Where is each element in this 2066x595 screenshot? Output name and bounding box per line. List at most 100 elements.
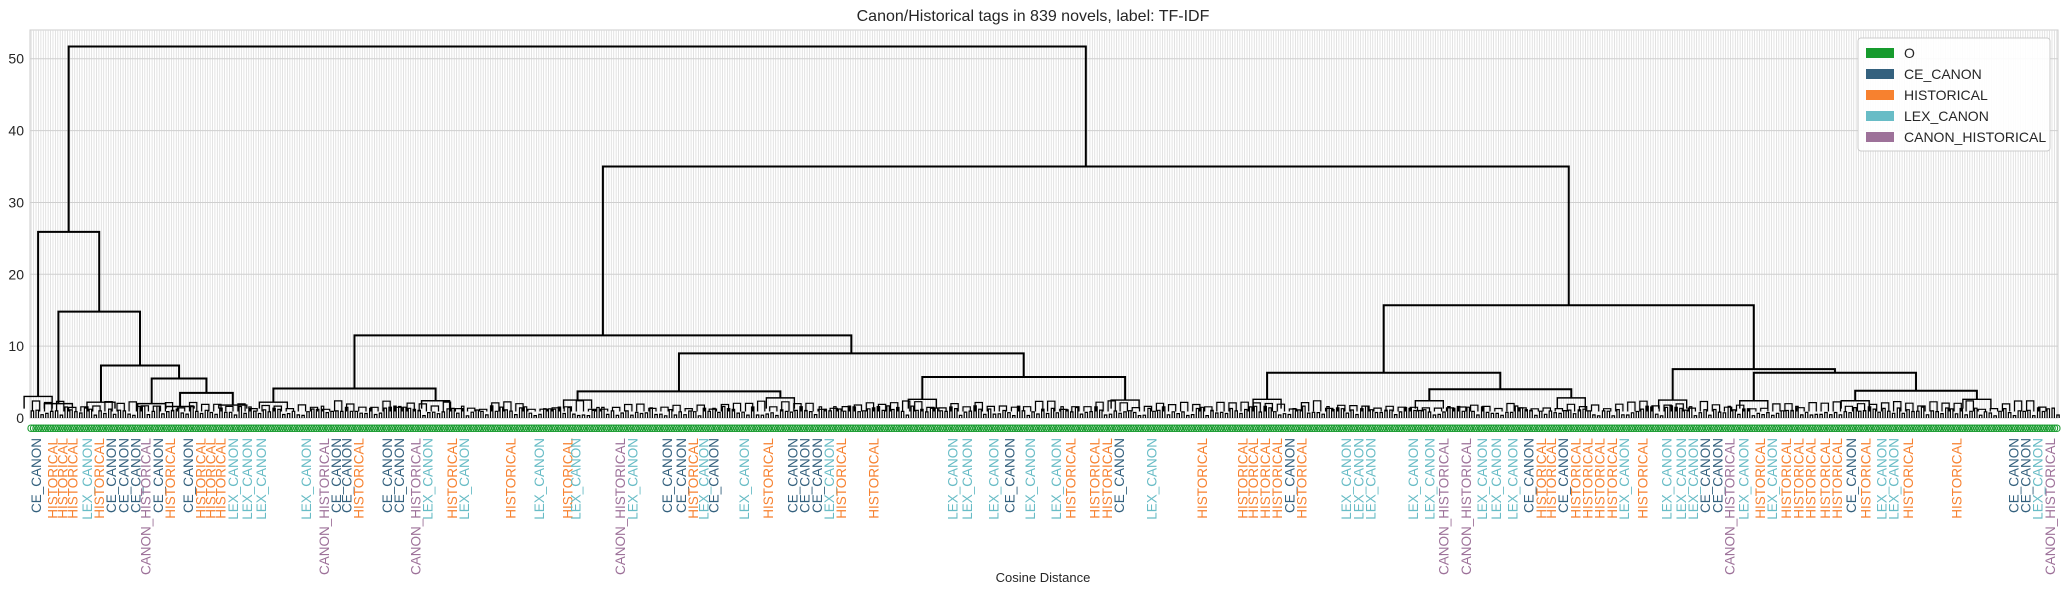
leaf-label: LEX_CANON — [1144, 438, 1159, 520]
leaf-marker-o: O — [750, 423, 759, 435]
leaf-label: HISTORICAL — [560, 438, 575, 519]
leaf-marker-o: O — [170, 423, 179, 435]
leaf-label: CANON_HISTORICAL — [1722, 438, 1737, 576]
leaf-marker-o: O — [293, 423, 302, 435]
leaf-marker-o: O — [404, 423, 413, 435]
leaf-marker-o: O — [588, 423, 597, 435]
leaf-marker-o: O — [1446, 423, 1455, 435]
leaf-marker-o: O — [419, 423, 428, 435]
leaf-marker-o: O — [1895, 423, 1904, 435]
leaf-marker-o: O — [109, 423, 118, 435]
leaf-marker-o: O — [319, 423, 328, 435]
leaf-marker-o: O — [230, 423, 239, 435]
leaf-marker-o: O — [121, 423, 130, 435]
leaf-marker-o: O — [1666, 423, 1675, 435]
legend-swatch — [1866, 132, 1894, 142]
leaf-marker-o: O — [813, 423, 822, 435]
leaf-label: CE_CANON — [329, 438, 344, 513]
leaf-marker-o: O — [805, 423, 814, 435]
leaf-marker-o: O — [1692, 423, 1701, 435]
dendrogram-subcluster-l-b2a — [86, 401, 116, 409]
leaf-label: CANON_HISTORICAL — [317, 438, 332, 576]
leaf-marker-o: O — [1912, 423, 1921, 435]
leaf-marker-o: O — [1572, 423, 1581, 435]
leaf-marker-o: O — [742, 423, 751, 435]
leaf-marker-o: O — [1110, 423, 1119, 435]
leaf-marker-o: O — [2016, 423, 2025, 435]
leaf-marker-o: O — [769, 423, 778, 435]
leaf-label: HISTORICAL — [686, 438, 701, 519]
leaf-marker-o: O — [716, 423, 725, 435]
leaf-marker-o: O — [537, 423, 546, 435]
leaf-marker-o: O — [1511, 423, 1520, 435]
leaf-marker-o: O — [1371, 423, 1380, 435]
leaf-marker-o: O — [764, 423, 773, 435]
leaf-marker-o: O — [1023, 423, 1032, 435]
leaf-marker-o: O — [491, 423, 500, 435]
leaf-marker-o: O — [919, 423, 928, 435]
leaf-marker-o: O — [1359, 423, 1368, 435]
leaf-marker-o: O — [440, 423, 449, 435]
leaf-marker-o: O — [1543, 423, 1552, 435]
leaf-marker-o: O — [520, 423, 529, 435]
leaf-label: LEX_CANON — [2031, 438, 2046, 520]
leaf-label: HISTORICAL — [867, 438, 882, 519]
leaf-marker-o: O — [1978, 423, 1987, 435]
leaf-marker-o: O — [416, 423, 425, 435]
legend-swatch — [1866, 48, 1894, 58]
leaf-marker-o: O — [83, 423, 92, 435]
leaf-marker-o: O — [1354, 423, 1363, 435]
leaf-marker-o: O — [1049, 423, 1058, 435]
leaf-marker-o: O — [1047, 423, 1056, 435]
leaf-marker-o: O — [626, 423, 635, 435]
leaf-marker-o: O — [1487, 423, 1496, 435]
leaf-marker-o: O — [1499, 423, 1508, 435]
leaf-marker-o: O — [1313, 423, 1322, 435]
leaf-marker-o: O — [375, 423, 384, 435]
leaf-marker-o: O — [1460, 423, 1469, 435]
leaf-marker-o: O — [820, 423, 829, 435]
leaf-marker-o: O — [327, 423, 336, 435]
leaf-marker-o: O — [1688, 423, 1697, 435]
leaf-marker-o: O — [890, 423, 899, 435]
leaf-marker-o: O — [752, 423, 761, 435]
leaf-marker-o: O — [1639, 423, 1648, 435]
leaf-label: LEX_CANON — [1887, 438, 1902, 520]
leaf-marker-o: O — [1622, 423, 1631, 435]
leaf-marker-o: O — [1192, 423, 1201, 435]
leaf-label: HISTORICAL — [1246, 438, 1261, 519]
leaf-marker-o: O — [800, 423, 809, 435]
leaf-marker-o: O — [1115, 423, 1124, 435]
leaf-marker-o: O — [832, 423, 841, 435]
leaf-label: LEX_CANON — [1364, 438, 1379, 520]
leaf-label: LEX_CANON — [532, 438, 547, 520]
leaf-label: CE_CANON — [1282, 438, 1297, 513]
leaf-marker-o: O — [2002, 423, 2011, 435]
leaf-label: LEX_CANON — [1023, 438, 1038, 520]
leaf-marker-o: O — [1335, 423, 1344, 435]
leaf-marker-o: O — [580, 423, 589, 435]
leaf-marker-o: O — [1182, 423, 1191, 435]
leaf-marker-o: O — [733, 423, 742, 435]
leaf-marker-o: O — [1028, 423, 1037, 435]
leaf-marker-o: O — [1642, 423, 1651, 435]
leaf-marker-o: O — [1934, 423, 1943, 435]
leaf-marker-o: O — [1284, 423, 1293, 435]
leaf-marker-o: O — [1900, 423, 1909, 435]
leaf-marker-o: O — [759, 423, 768, 435]
leaf-marker-o: O — [54, 423, 63, 435]
leaf-marker-o: O — [1042, 423, 1051, 435]
leaf-marker-o: O — [1533, 423, 1542, 435]
leaf-label: CE_CANON — [1003, 438, 1018, 513]
leaf-marker-o: O — [962, 423, 971, 435]
leaf-marker-o: O — [344, 423, 353, 435]
leaf-marker-o: O — [1990, 423, 1999, 435]
leaf-marker-o: O — [1076, 423, 1085, 435]
leaf-marker-o: O — [1279, 423, 1288, 435]
leaf-marker-o: O — [1982, 423, 1991, 435]
leaf-marker-o: O — [1835, 423, 1844, 435]
leaf-marker-o: O — [912, 423, 921, 435]
leaf-marker-o: O — [336, 423, 345, 435]
leaf-marker-o: O — [1678, 423, 1687, 435]
leaf-label: CE_CANON — [392, 438, 407, 513]
